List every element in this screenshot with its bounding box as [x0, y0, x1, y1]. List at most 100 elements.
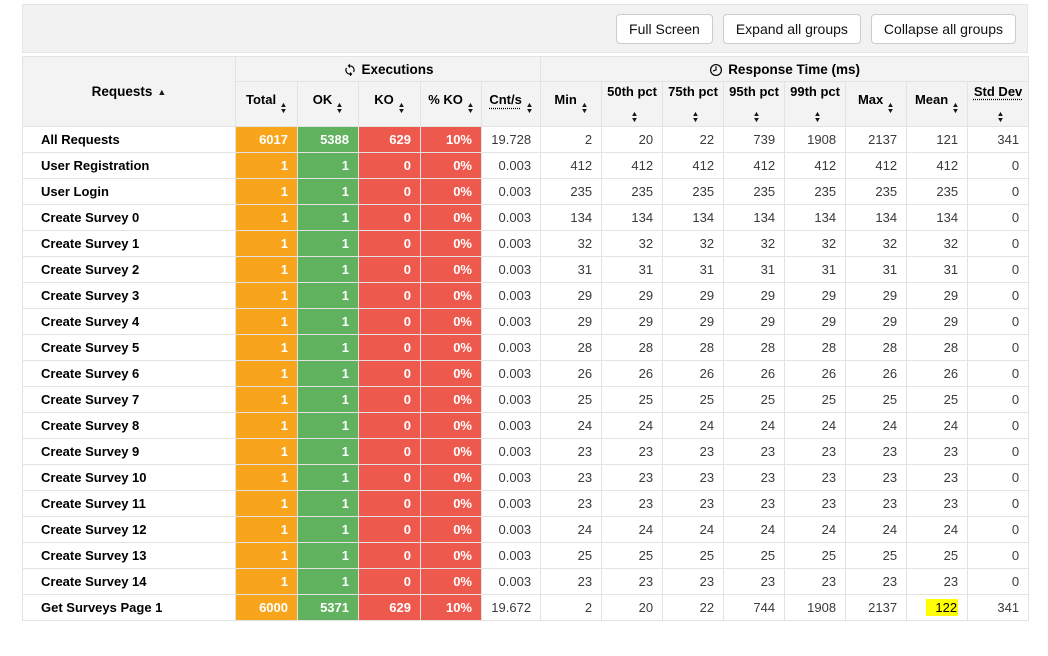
table-row: Create Survey 8 1 1 0 0% 0.003 24 24 24 24 24 24 24 0 [22, 411, 1030, 439]
cell-p75: 23 [662, 567, 725, 595]
cell-p50: 29 [601, 281, 664, 309]
column-header-p95[interactable]: 95th pct ▲ ▼ [723, 81, 786, 127]
sort-icon: ▲ ▼ [580, 102, 589, 116]
column-header-p75[interactable]: 75th pct ▲ ▼ [662, 81, 725, 127]
cell-p95: 28 [723, 333, 786, 361]
request-name[interactable]: All Requests [22, 125, 236, 153]
request-name[interactable]: Create Survey 2 [22, 255, 236, 283]
cell-p99: 26 [784, 359, 847, 387]
cell-total: 6017 [235, 125, 298, 153]
cell-ko_pct: 0% [420, 567, 482, 595]
cell-ok: 5388 [297, 125, 359, 153]
stats-table-body: All Requests 6017 5388 629 10% 19.728 2 20 22 739… [22, 125, 1030, 621]
cell-p95: 25 [723, 385, 786, 413]
cell-p99: 28 [784, 333, 847, 361]
column-header-cnt[interactable]: Cnt/s ▲ ▼ [480, 81, 542, 127]
cell-ko_pct: 0% [420, 177, 482, 205]
request-name[interactable]: Create Survey 13 [22, 541, 236, 569]
column-header-total[interactable]: Total ▲ ▼ [235, 81, 298, 127]
request-name[interactable]: User Registration [22, 151, 236, 179]
cell-max: 29 [845, 307, 908, 335]
column-header-ok[interactable]: OK ▲ ▼ [297, 81, 359, 127]
cell-stddev: 0 [967, 229, 1030, 257]
request-name[interactable]: Create Survey 12 [22, 515, 236, 543]
cell-cnt: 0.003 [480, 359, 542, 387]
cell-cnt: 0.003 [480, 307, 542, 335]
cell-cnt: 19.728 [480, 125, 542, 153]
cell-p75: 32 [662, 229, 725, 257]
cell-ko: 0 [358, 229, 421, 257]
cell-ok: 1 [297, 385, 359, 413]
sort-icon: ▲ ▼ [630, 110, 639, 124]
request-name[interactable]: Create Survey 11 [22, 489, 236, 517]
column-header-stddev[interactable]: Std Dev ▲ ▼ [967, 81, 1030, 127]
sort-icon: ▲ ▼ [335, 102, 344, 116]
column-header-ko-pct[interactable]: % KO ▲ ▼ [420, 81, 482, 127]
request-name[interactable]: Create Survey 6 [22, 359, 236, 387]
request-name[interactable]: Create Survey 5 [22, 333, 236, 361]
column-header-p50[interactable]: 50th pct ▲ ▼ [601, 81, 664, 127]
cell-p99: 134 [784, 203, 847, 231]
table-row: Create Survey 9 1 1 0 0% 0.003 23 23 23 23 23 23 23 0 [22, 437, 1030, 465]
cell-min: 24 [540, 515, 603, 543]
cell-ko: 0 [358, 281, 421, 309]
cell-ko: 0 [358, 359, 421, 387]
cell-min: 32 [540, 229, 603, 257]
cell-p50: 24 [601, 515, 664, 543]
sort-icon: ▲ ▼ [886, 102, 895, 116]
requests-column-header[interactable]: Requests ▲ [22, 56, 236, 127]
cell-ko: 0 [358, 489, 421, 517]
cell-p95: 134 [723, 203, 786, 231]
cell-cnt: 19.672 [480, 593, 542, 621]
request-name[interactable]: Create Survey 0 [22, 203, 236, 231]
cell-p50: 25 [601, 541, 664, 569]
cell-stddev: 0 [967, 385, 1030, 413]
expand-all-groups-button[interactable]: Expand all groups [722, 13, 861, 44]
table-row: Create Survey 3 1 1 0 0% 0.003 29 29 29 29 29 29 29 0 [22, 281, 1030, 309]
request-name[interactable]: Create Survey 14 [22, 567, 236, 595]
request-name[interactable]: Create Survey 4 [22, 307, 236, 335]
request-name[interactable]: Create Survey 10 [22, 463, 236, 491]
cell-cnt: 0.003 [480, 437, 542, 465]
cell-ko_pct: 0% [420, 463, 482, 491]
cell-max: 235 [845, 177, 908, 205]
column-header-ko[interactable]: KO ▲ ▼ [358, 81, 421, 127]
cell-ko: 0 [358, 307, 421, 335]
cell-ko: 0 [358, 255, 421, 283]
cell-ko_pct: 0% [420, 541, 482, 569]
cell-ok: 1 [297, 489, 359, 517]
request-name[interactable]: Get Surveys Page 1 [22, 593, 236, 621]
cell-mean: 121 [906, 125, 969, 153]
executions-group-label: Executions [361, 61, 434, 77]
sort-icon: ▲ ▼ [466, 102, 475, 116]
cell-p75: 235 [662, 177, 725, 205]
table-row: Get Surveys Page 1 6000 5371 629 10% 19.672 2 2… [22, 593, 1030, 621]
collapse-all-groups-button[interactable]: Collapse all groups [870, 13, 1016, 44]
column-header-max[interactable]: Max ▲ ▼ [845, 81, 908, 127]
cell-stddev: 0 [967, 463, 1030, 491]
request-name[interactable]: Create Survey 1 [22, 229, 236, 257]
cell-p75: 23 [662, 463, 725, 491]
request-name[interactable]: Create Survey 3 [22, 281, 236, 309]
full-screen-button[interactable]: Full Screen [616, 13, 713, 44]
request-name[interactable]: Create Survey 8 [22, 411, 236, 439]
cell-mean: 23 [906, 567, 969, 595]
column-header-min[interactable]: Min ▲ ▼ [540, 81, 603, 127]
cell-cnt: 0.003 [480, 177, 542, 205]
cell-max: 412 [845, 151, 908, 179]
request-name[interactable]: Create Survey 9 [22, 437, 236, 465]
cell-p75: 22 [662, 593, 725, 621]
table-row: Create Survey 11 1 1 0 0% 0.003 23 23 23 23 23 23 23… [22, 489, 1030, 517]
cell-max: 26 [845, 359, 908, 387]
cell-mean: 412 [906, 151, 969, 179]
column-header-p99[interactable]: 99th pct ▲ ▼ [784, 81, 847, 127]
cell-total: 1 [235, 281, 298, 309]
response-time-group-label: Response Time (ms) [728, 61, 860, 77]
request-name[interactable]: User Login [22, 177, 236, 205]
column-header-mean[interactable]: Mean ▲ ▼ [906, 81, 969, 127]
request-name[interactable]: Create Survey 7 [22, 385, 236, 413]
cell-ko: 0 [358, 385, 421, 413]
cell-ko: 0 [358, 203, 421, 231]
cell-ko_pct: 0% [420, 359, 482, 387]
cell-p50: 20 [601, 593, 664, 621]
